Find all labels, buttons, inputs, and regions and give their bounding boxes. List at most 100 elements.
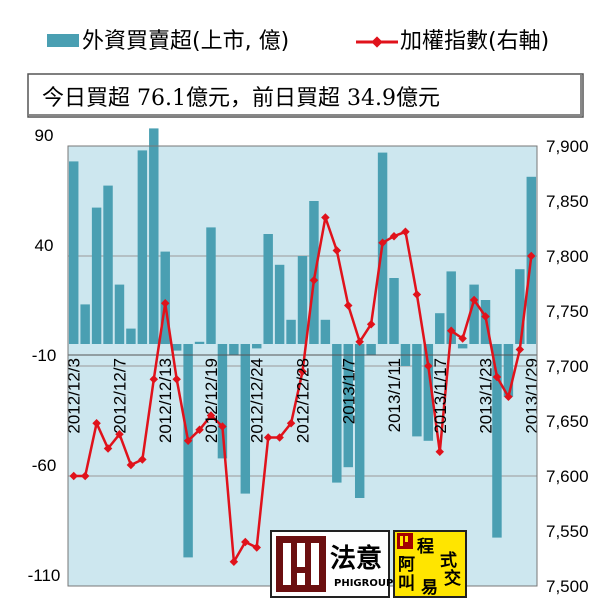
date-axis-ticks: 2012/12/3 2012/12/7 2012/12/13 2012/12/19 20… bbox=[65, 358, 542, 443]
summary-note-border bbox=[27, 73, 584, 118]
legend-line-label: 加權指數(右軸) bbox=[400, 29, 549, 54]
bar bbox=[309, 201, 319, 344]
phigroup-logo: 法意 PHIGROUP bbox=[270, 530, 393, 598]
index-point bbox=[332, 246, 342, 255]
bar bbox=[69, 161, 79, 344]
badge-char-6: 易 bbox=[421, 578, 438, 598]
index-point bbox=[275, 433, 284, 442]
left-tick-label: 90 bbox=[35, 126, 54, 145]
date-tick-label: 2012/12/24 bbox=[248, 358, 267, 443]
line-series bbox=[69, 213, 536, 567]
index-point bbox=[195, 425, 204, 435]
phigroup-logo-subtext: PHIGROUP bbox=[334, 578, 393, 589]
left-tick-label: -60 bbox=[32, 456, 57, 475]
bar bbox=[114, 284, 125, 344]
right-tick-label: 7,550 bbox=[546, 522, 589, 541]
index-point bbox=[504, 392, 513, 402]
bar bbox=[503, 344, 514, 397]
left-tick-label: 40 bbox=[35, 236, 54, 255]
index-point bbox=[492, 372, 502, 382]
index-point bbox=[126, 460, 136, 470]
summary-note-text: 今日買超 76.1億元，前日買超 34.9億元 bbox=[42, 86, 440, 111]
bar bbox=[91, 207, 102, 344]
bar bbox=[457, 344, 468, 349]
date-tick-label: 2012/12/13 bbox=[156, 358, 175, 443]
date-tick-label: 2012/12/19 bbox=[202, 358, 221, 443]
date-tick-label: 2012/12/3 bbox=[65, 358, 84, 434]
right-tick-label: 7,500 bbox=[546, 577, 589, 596]
bar bbox=[435, 313, 445, 344]
bar bbox=[149, 128, 159, 344]
bar bbox=[515, 269, 525, 344]
summary-note: 今日買超 76.1億元，前日買超 34.9億元 bbox=[27, 73, 584, 118]
bar bbox=[366, 344, 376, 355]
right-tick-label: 7,700 bbox=[546, 357, 589, 376]
phigroup-logo-text: 法意 bbox=[330, 543, 382, 574]
right-tick-label: 7,850 bbox=[546, 192, 589, 211]
bar bbox=[194, 341, 205, 344]
bar bbox=[423, 344, 434, 441]
bar bbox=[320, 319, 331, 344]
index-point bbox=[424, 361, 433, 371]
bar bbox=[183, 344, 193, 558]
date-tick-label: 2012/12/28 bbox=[294, 358, 313, 443]
right-tick-label: 7,650 bbox=[546, 412, 589, 431]
date-tick-label: 2013/1/29 bbox=[522, 358, 541, 434]
index-point bbox=[298, 367, 307, 376]
badge-char-4: 交 bbox=[444, 568, 461, 589]
badge-char-5: 叫 bbox=[398, 574, 415, 594]
program-trading-badge: 程 式 阿 交 叫 易 bbox=[393, 530, 467, 598]
legend-line-swatch bbox=[356, 36, 398, 48]
index-point bbox=[160, 299, 170, 308]
left-tick-label: -110 bbox=[28, 566, 61, 585]
index-point bbox=[481, 312, 490, 321]
index-point bbox=[412, 290, 422, 299]
right-tick-label: 7,900 bbox=[546, 137, 589, 156]
date-tick-label: 2012/12/7 bbox=[110, 358, 129, 434]
bar bbox=[343, 344, 353, 468]
bar bbox=[389, 278, 399, 344]
index-point bbox=[321, 213, 330, 222]
badge-char-3: 阿 bbox=[398, 555, 415, 575]
index-point bbox=[103, 444, 113, 453]
index-point bbox=[206, 411, 216, 420]
index-point bbox=[515, 345, 525, 354]
legend: 外資買賣超(上市, 億) 加權指數(右軸) bbox=[47, 29, 549, 54]
bar bbox=[126, 328, 136, 344]
bar bbox=[229, 344, 239, 355]
index-point bbox=[401, 227, 410, 237]
index-point bbox=[378, 238, 387, 248]
bar bbox=[354, 344, 365, 498]
bar bbox=[286, 319, 296, 344]
badge-char-2: 式 bbox=[440, 550, 457, 571]
index-point bbox=[469, 295, 479, 305]
index-point bbox=[446, 326, 456, 336]
index-point bbox=[218, 422, 227, 431]
bar bbox=[446, 271, 456, 344]
index-point bbox=[435, 447, 445, 457]
index-point bbox=[309, 275, 319, 285]
bar bbox=[103, 185, 113, 344]
legend-bar-label: 外資買賣超(上市, 億) bbox=[82, 29, 289, 54]
right-axis-ticks: 7,900 7,850 7,800 7,750 7,700 7,650 7,600 7,550… bbox=[546, 137, 589, 596]
bar bbox=[137, 150, 148, 344]
index-point bbox=[183, 436, 193, 446]
index-point bbox=[115, 429, 124, 439]
bar bbox=[217, 344, 228, 459]
index-point bbox=[355, 337, 364, 347]
bar bbox=[412, 344, 422, 437]
bar bbox=[469, 284, 479, 344]
index-point bbox=[286, 418, 296, 428]
bar bbox=[160, 251, 170, 344]
right-tick-label: 7,800 bbox=[546, 247, 589, 266]
bar bbox=[171, 344, 182, 351]
index-point bbox=[366, 319, 376, 329]
right-tick-label: 7,600 bbox=[546, 467, 589, 486]
bar bbox=[240, 344, 251, 494]
date-tick-label: 2013/1/7 bbox=[339, 358, 358, 424]
left-axis-ticks: 90 40 -10 -60 -110 bbox=[28, 126, 61, 585]
index-point bbox=[69, 471, 78, 481]
date-tick-label: 2013/1/17 bbox=[431, 358, 450, 434]
index-point bbox=[344, 301, 353, 310]
